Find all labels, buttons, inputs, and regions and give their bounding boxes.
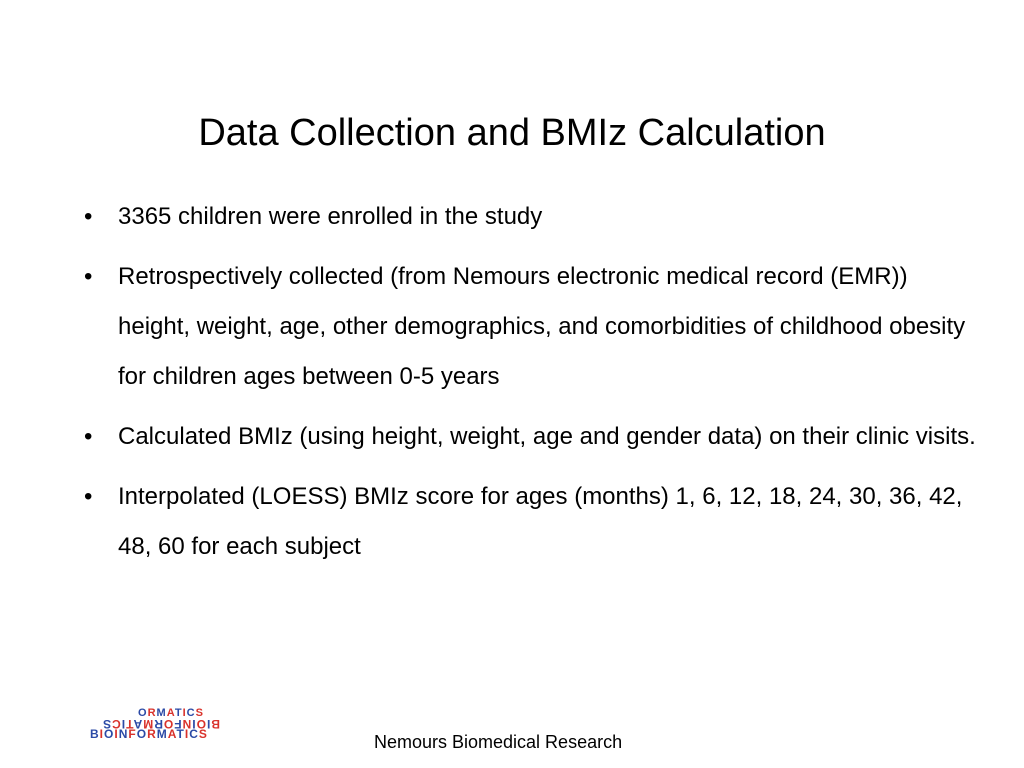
bullet-item-enrollment: • 3365 children were enrolled in the stu… [76,192,976,242]
bullet-list: • 3365 children were enrolled in the stu… [76,192,976,582]
footer-organization: Nemours Biomedical Research [374,732,623,752]
slide-title: Data Collection and BMIz Calculation [198,112,826,154]
bullet-marker: • [84,483,93,510]
bullet-marker: • [84,263,93,290]
bullet-text: Interpolated (LOESS) BMIz score for ages… [118,483,963,560]
bullet-item-data-collection: • Retrospectively collected (from Nemour… [76,252,976,402]
bioinformatics-logo: BIOINFORMATICS ORMATICS BIOINFORMATICS [90,707,220,741]
bullet-item-interpolation: • Interpolated (LOESS) BMIz score for ag… [76,472,976,572]
logo-text-upper: ORMATICS [138,707,204,719]
logo-text-mirrored: BIOINFORMATICS [102,717,220,731]
bullet-text: 3365 children were enrolled in the study [118,203,543,230]
logo-text-lower: BIOINFORMATICS [90,727,208,741]
bullet-marker: • [84,423,93,450]
bullet-text: Retrospectively collected (from Nemours … [118,263,966,390]
bullet-text: Calculated BMIz (using height, weight, a… [118,423,976,450]
bullet-marker: • [84,203,93,230]
bullet-item-bmiz-calculation: • Calculated BMIz (using height, weight,… [76,412,976,462]
